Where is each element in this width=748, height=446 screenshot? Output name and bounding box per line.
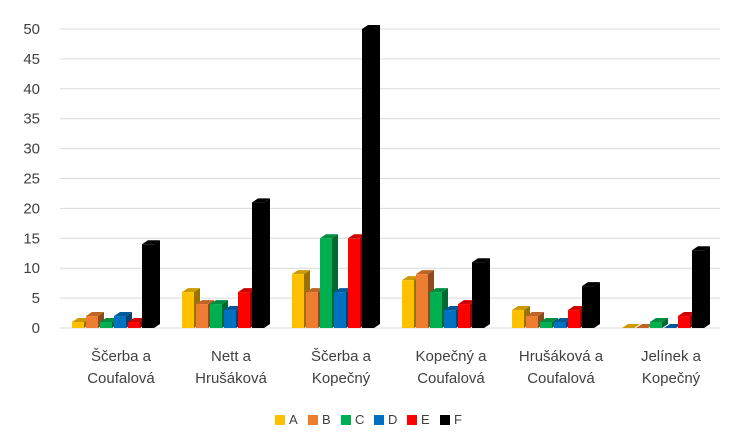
legend-label: E <box>421 412 430 427</box>
x-axis: Ščerba a Coufalová Nett a Hrušáková Ščerba a… <box>87 348 701 387</box>
x-tick-label: Ščerba a Coufalová <box>87 348 155 387</box>
bar-F-3 <box>472 258 490 328</box>
y-tick-label: 35 <box>23 111 40 128</box>
legend-swatch <box>440 415 450 425</box>
y-tick-label: 0 <box>32 320 40 337</box>
y-tick-label: 40 <box>23 81 40 98</box>
bar-A-4 <box>512 306 530 328</box>
legend-item-F: F <box>440 412 462 427</box>
bar-F-2 <box>362 25 380 328</box>
legend: A B C D E F <box>275 412 462 427</box>
y-tick-label: 25 <box>23 171 40 188</box>
legend-label: C <box>355 412 364 427</box>
y-tick-label: 50 <box>23 21 40 38</box>
x-tick-label: Jelínek a Kopečný <box>641 348 702 387</box>
y-tick-label: 45 <box>23 51 40 68</box>
bar-B-4 <box>526 312 544 328</box>
y-tick-label: 30 <box>23 141 40 158</box>
legend-swatch <box>374 415 384 425</box>
y-tick-label: 20 <box>23 200 40 217</box>
legend-swatch <box>341 415 351 425</box>
legend-item-E: E <box>407 412 430 427</box>
legend-label: D <box>388 412 397 427</box>
bar-B-5 <box>636 324 654 328</box>
y-tick-label: 10 <box>23 260 40 277</box>
bar-C-3 <box>430 288 448 328</box>
bar-F-5 <box>692 246 710 328</box>
legend-item-C: C <box>341 412 364 427</box>
legend-swatch <box>308 415 318 425</box>
x-tick-label: Hrušáková a Coufalová <box>519 348 604 387</box>
bar-C-2 <box>320 234 338 328</box>
legend-item-A: A <box>275 412 298 427</box>
bar-F-4 <box>582 282 600 328</box>
legend-label: F <box>454 412 462 427</box>
y-tick-label: 5 <box>32 290 40 307</box>
x-tick-label: Kopečný a Coufalová <box>416 348 488 387</box>
bar-A-5 <box>622 324 640 328</box>
gridlines <box>60 28 720 329</box>
y-tick-label: 15 <box>23 230 40 247</box>
x-tick-label: Ščerba a Kopečný <box>311 348 372 387</box>
legend-swatch <box>407 415 417 425</box>
x-tick-label: Nett a Hrušáková <box>195 348 267 387</box>
bar-F-1 <box>252 198 270 328</box>
bar-D-5 <box>664 324 682 328</box>
bars <box>72 25 710 328</box>
bar-E-4 <box>568 306 586 328</box>
legend-label: A <box>289 412 298 427</box>
bar-F-0 <box>142 240 160 328</box>
y-axis: 0 5 10 15 20 25 30 35 40 45 50 <box>23 21 40 337</box>
bar-D-0 <box>114 312 132 328</box>
legend-label: B <box>322 412 331 427</box>
legend-item-B: B <box>308 412 331 427</box>
legend-swatch <box>275 415 285 425</box>
bar-C-5 <box>650 318 668 328</box>
legend-item-D: D <box>374 412 397 427</box>
